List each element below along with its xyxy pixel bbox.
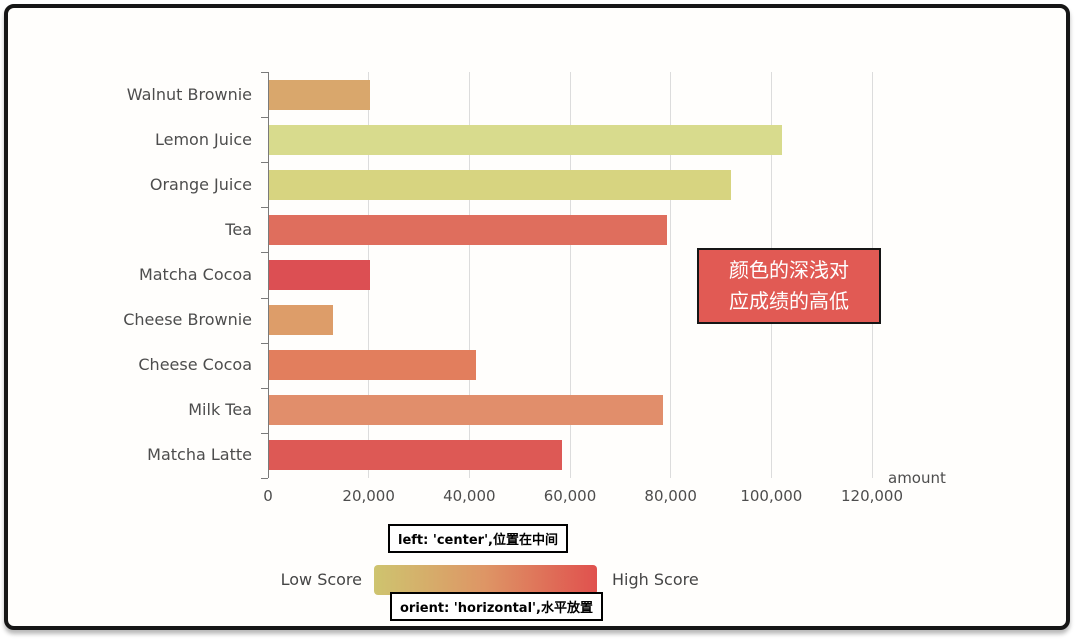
x-axis-name-label: amount [888, 469, 946, 487]
bar [269, 260, 371, 290]
y-axis-tick [261, 478, 268, 479]
x-gridline [670, 72, 672, 478]
bar [269, 395, 663, 426]
y-axis-label: Matcha Latte [147, 445, 252, 465]
annotation-line: 应成绩的高低 [729, 289, 849, 313]
callout-orient-horizontal: orient: 'horizontal',水平放置 [390, 592, 603, 621]
y-axis-label: Cheese Brownie [123, 310, 252, 330]
x-tick-label: 60,000 [543, 487, 597, 505]
bar [269, 214, 668, 245]
bar [269, 305, 334, 336]
bar [269, 440, 562, 471]
y-axis-label: Lemon Juice [154, 129, 252, 149]
x-tick-label: 120,000 [840, 487, 904, 505]
callout-left-center: left: 'center',位置在中间 [388, 524, 568, 553]
bar [269, 79, 371, 110]
y-axis-line [268, 72, 269, 478]
x-tick-label: 0 [263, 487, 273, 505]
visualmap-low-label: Low Score [280, 570, 362, 589]
y-axis-tick [261, 298, 268, 299]
y-axis-label: Tea [225, 219, 252, 239]
annotation-line: 颜色的深浅对 [729, 258, 849, 282]
x-gridline [569, 72, 571, 478]
y-axis-label: Milk Tea [188, 400, 252, 420]
x-tick-label: 80,000 [644, 487, 697, 505]
y-axis-tick [261, 207, 268, 208]
x-tick-label: 100,000 [740, 487, 803, 505]
y-axis-tick [261, 252, 268, 253]
x-tick-label: 20,000 [342, 487, 395, 505]
y-axis-label: Matcha Cocoa [138, 265, 252, 284]
x-tick-label: 40,000 [443, 487, 496, 505]
y-axis-tick [261, 433, 268, 434]
y-axis-tick [261, 72, 268, 73]
plot-area [261, 72, 873, 479]
y-axis-tick [261, 343, 268, 344]
visualmap-gradient-bar [374, 565, 597, 595]
x-gridline [468, 72, 470, 478]
y-axis-tick [261, 117, 268, 118]
annotation-box: 颜色的深浅对 应成绩的高低 [697, 248, 881, 324]
y-axis-label: Orange Juice [149, 174, 252, 194]
y-axis-tick [261, 162, 268, 163]
y-axis-label: Cheese Cocoa [138, 355, 252, 375]
bar [269, 124, 782, 155]
bar [269, 350, 476, 381]
y-axis-label: Walnut Brownie [126, 84, 252, 104]
visualmap-high-label: High Score [612, 570, 699, 589]
y-axis-tick [261, 388, 268, 389]
bar [269, 169, 732, 200]
